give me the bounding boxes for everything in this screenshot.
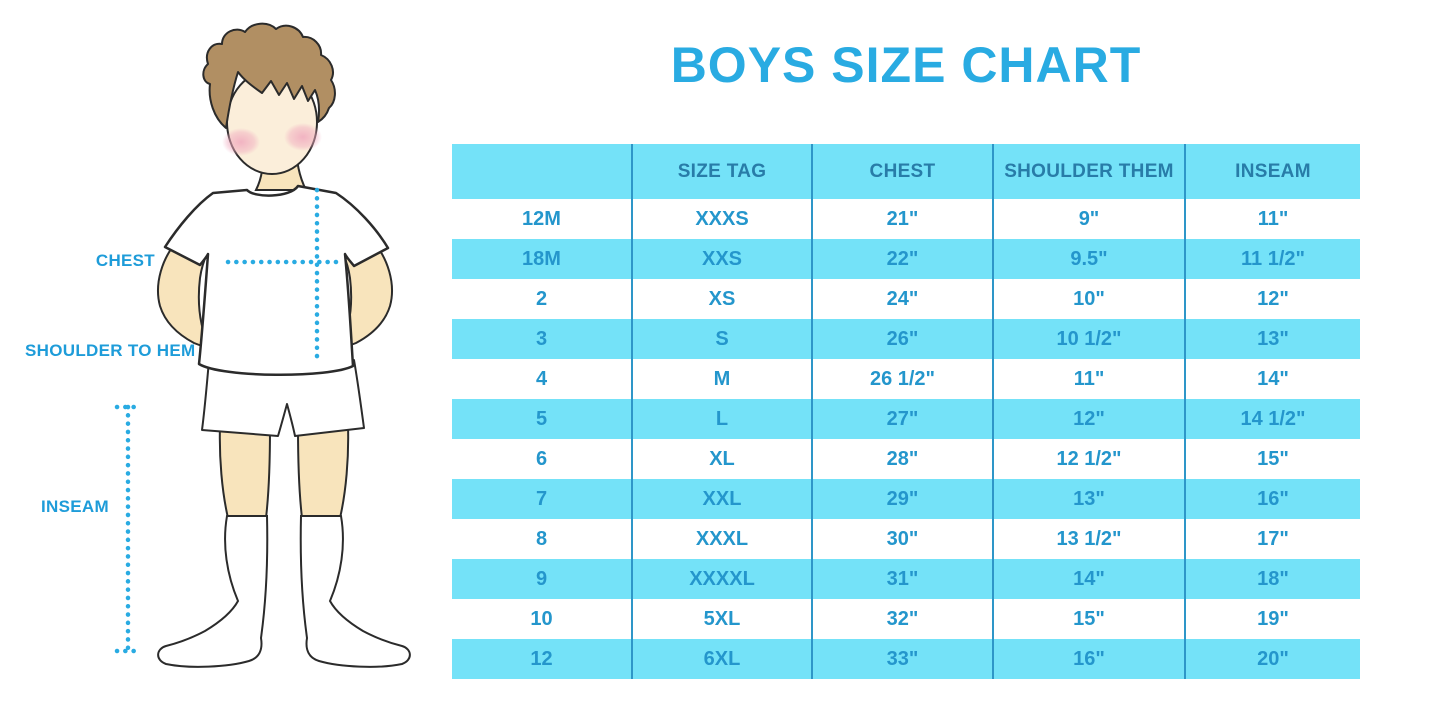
table-cell: 10" [992,279,1185,319]
table-cell: 9" [992,199,1185,239]
table-cell: 6 [535,447,548,470]
table-row: 18M XXS 22" 9.5" 11 1/2" [452,239,1360,279]
header-inseam: INSEAM [1184,144,1360,199]
table-cell: XXL [631,479,812,519]
table-cell: 31" [811,559,993,599]
right-leg-shape [296,423,350,519]
table-cell: 21" [811,199,993,239]
inseam-measure-label: INSEAM [41,497,109,516]
table-cell: 18" [1184,559,1360,599]
table-cell: 10 1/2" [992,319,1185,359]
table-cell: 27" [811,399,993,439]
table-cell: 16" [1184,479,1360,519]
table-cell: XS [631,279,812,319]
table-cell: 14" [1184,359,1360,399]
header-shoulder-them: SHOULDER THEM [992,144,1185,199]
boy-measurement-illustration [114,22,411,668]
table-cell: 29" [811,479,993,519]
table-cell: 28" [811,439,993,479]
table-cell: 4 [535,367,548,390]
table-cell: 12 1/2" [992,439,1185,479]
table-cell: 24" [811,279,993,319]
table-cell: 22" [811,239,993,279]
table-cell: 13 1/2" [992,519,1185,559]
table-row: 6 XL 28" 12 1/2" 15" [452,439,1360,479]
hair-shape [202,22,336,129]
table-cell: 13" [992,479,1185,519]
table-cell: 5 [452,399,632,439]
table-cell: 26" [811,319,993,359]
table-row: 2 XS 24" 10" 12" [452,279,1360,319]
table-header-row: SIZE TAG CHEST SHOULDER THEM INSEAM [452,144,1360,199]
table-cell: L [631,399,812,439]
table-cell: 8 [535,527,548,550]
table-cell: 19" [1184,599,1360,639]
table-cell: 3 [452,319,632,359]
table-cell: 12" [992,399,1185,439]
right-sock-shape [299,515,411,668]
left-leg-shape [218,423,272,519]
table-cell: 9.5" [992,239,1185,279]
table-row: 10 5XL 32" 15" 19" [452,599,1360,639]
table-cell: 10 [530,607,553,630]
table-cell: 12M [522,207,561,230]
table-cell: 15" [1184,439,1360,479]
table-cell: 11 1/2" [1184,239,1360,279]
table-cell: XXS [631,239,812,279]
table-cell: 17" [1184,519,1360,559]
header-chest: CHEST [811,144,993,199]
table-cell: 12" [1184,279,1360,319]
table-cell: 32" [811,599,993,639]
table-row: 9 XXXXL 31" 14" 18" [452,559,1360,599]
table-row: 7 XXL 29" 13" 16" [452,479,1360,519]
right-cheek-blush [284,123,322,151]
table-cell: M [631,359,812,399]
header-size [452,144,632,199]
table-cell: 33" [811,639,993,679]
table-row: 5 L 27" 12" 14 1/2" [452,399,1360,439]
table-cell: 9 [452,559,632,599]
table-cell: 5XL [631,599,812,639]
left-sock-shape [157,515,269,668]
table-cell: 2 [535,287,548,310]
table-cell: 16" [992,639,1185,679]
header-size-tag: SIZE TAG [631,144,812,199]
page-title: BOYS SIZE CHART [670,37,1142,93]
table-cell: 14 1/2" [1184,399,1360,439]
table-cell: 13" [1184,319,1360,359]
table-cell: 14" [992,559,1185,599]
table-row: 3 S 26" 10 1/2" 13" [452,319,1360,359]
table-cell: XXXL [631,519,812,559]
table-cell: XXXXL [631,559,812,599]
table-cell: XL [631,439,812,479]
table-cell: 30" [811,519,993,559]
table-row: 8 XXXL 30" 13 1/2" 17" [452,519,1360,559]
table-cell: 18M [452,239,632,279]
table-row: 4 M 26 1/2" 11" 14" [452,359,1360,399]
table-cell: 11" [992,359,1185,399]
tshirt-shape [163,184,390,377]
table-row: 12 6XL 33" 16" 20" [452,639,1360,679]
table-cell: 26 1/2" [811,359,993,399]
table-cell: 11" [1184,199,1360,239]
table-cell: 7 [452,479,632,519]
table-cell: 12 [452,639,632,679]
shoulder-to-hem-measure-label: SHOULDER TO HEM [25,341,196,360]
table-cell: 6XL [631,639,812,679]
table-row: 12M XXXS 21" 9" 11" [452,199,1360,239]
shorts-shape [201,359,365,437]
table-cell: XXXS [631,199,812,239]
left-cheek-blush [222,128,260,156]
table-cell: S [631,319,812,359]
table-cell: 15" [992,599,1185,639]
chest-measure-label: CHEST [95,251,155,270]
table-cell: 20" [1184,639,1360,679]
size-table: SIZE TAG CHEST SHOULDER THEM INSEAM 12M … [452,144,1360,679]
